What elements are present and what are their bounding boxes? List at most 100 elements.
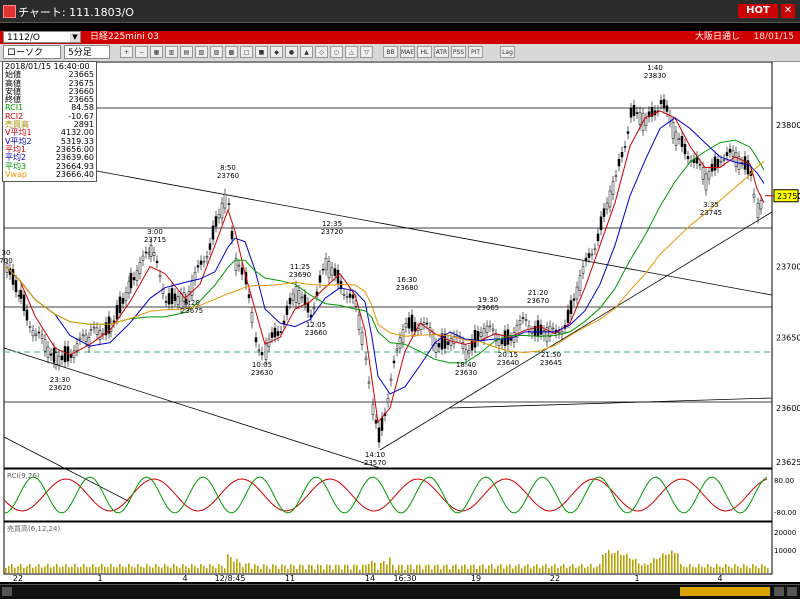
candle-body xyxy=(578,275,582,291)
candle-body xyxy=(135,270,139,281)
volume-bar xyxy=(254,564,256,573)
volume-bar xyxy=(128,564,130,573)
tool-icon[interactable]: ▤ xyxy=(180,46,193,58)
candle-body xyxy=(425,322,429,325)
price-annotation-price: 700 xyxy=(0,257,13,265)
interval-select[interactable]: 5分足 xyxy=(64,45,110,59)
volume-bar xyxy=(545,564,547,573)
volume-bar xyxy=(509,564,511,573)
volume-bar xyxy=(251,568,253,573)
volume-bar xyxy=(440,569,442,573)
tool-icon[interactable]: ▲ xyxy=(300,46,313,58)
volume-bar xyxy=(608,550,610,573)
volume-bar xyxy=(242,567,244,573)
time-axis-label: 1 xyxy=(97,574,102,582)
volume-bar xyxy=(83,564,85,573)
price-annotation-price: 23830 xyxy=(644,72,666,80)
volume-bar xyxy=(617,550,619,573)
volume-bar xyxy=(461,565,463,573)
tool-icon[interactable]: △ xyxy=(345,46,358,58)
volume-bar xyxy=(596,566,598,573)
tool-icon[interactable]: ■ xyxy=(255,46,268,58)
chart-area[interactable]: 1:40 23830 8:50 23760 3:00 23715 12:35 23720 11:… xyxy=(0,62,800,582)
zoom-in-icon[interactable]: + xyxy=(120,46,133,58)
volume-bar xyxy=(563,564,565,573)
pss-button[interactable]: PSS xyxy=(451,46,466,58)
info-row: RCI2 -10.67 xyxy=(5,112,94,121)
candle-body xyxy=(557,331,561,334)
mae-button[interactable]: MAE xyxy=(400,46,415,58)
volume-bar xyxy=(467,568,469,573)
volume-bar xyxy=(536,564,538,573)
tool-icon[interactable]: ○ xyxy=(330,46,343,58)
candle-body xyxy=(620,151,624,158)
scroll-bar[interactable] xyxy=(0,584,800,599)
volume-bar xyxy=(416,565,418,573)
info-row-value: 23660 xyxy=(68,86,94,96)
price-annotation-price: 23570 xyxy=(364,459,386,467)
volume-bar xyxy=(230,557,232,573)
volume-bar xyxy=(302,565,304,573)
price-annotation-time: 8:50 xyxy=(220,164,236,172)
volume-bar xyxy=(629,558,631,573)
ma1-line xyxy=(5,110,765,424)
candle-body xyxy=(184,298,188,304)
volume-bar xyxy=(491,564,493,573)
tool-icon[interactable]: ▨ xyxy=(210,46,223,58)
candle-body xyxy=(147,252,151,255)
window-titlebar: チャート: 111.1803/O HOT ✕ xyxy=(0,0,800,23)
pit-button[interactable]: PIT xyxy=(468,46,483,58)
lag-button[interactable]: Lag xyxy=(500,46,515,58)
candle-body xyxy=(40,334,44,339)
candle-body xyxy=(713,156,717,171)
hot-badge[interactable]: HOT xyxy=(738,4,778,18)
scroll-left-icon[interactable] xyxy=(2,587,12,596)
tool-icon[interactable]: ▽ xyxy=(360,46,373,58)
volume-bar xyxy=(104,566,106,573)
tool-icon[interactable]: ▩ xyxy=(225,46,238,58)
tool-icon[interactable]: ▦ xyxy=(150,46,163,58)
scroll-end-icon[interactable] xyxy=(787,587,797,596)
zoom-out-icon[interactable]: − xyxy=(135,46,148,58)
chart-type-select[interactable]: ローソク xyxy=(3,45,61,59)
volume-bar xyxy=(710,566,712,573)
info-panel: 2018/01/15 16:40:00 始値 23665 高値 23675 安値 2366… xyxy=(2,61,97,182)
price-axis-label: 23700 xyxy=(776,263,800,272)
volume-bar xyxy=(53,566,55,573)
symbol-dropdown-icon[interactable]: ▼ xyxy=(70,33,80,42)
tool-icon[interactable]: ▧ xyxy=(195,46,208,58)
atr-button[interactable]: ATR xyxy=(434,46,449,58)
candle-body xyxy=(719,160,723,163)
tool-icon[interactable]: ▥ xyxy=(165,46,178,58)
bb-button[interactable]: BB xyxy=(383,46,398,58)
price-annotation-time: 19:30 xyxy=(478,296,498,304)
chart-toolbar: ローソク 5分足 + − ▦ ▥ ▤ ▧ ▨ ▩ □ ■ ◆ ● ▲ ◇ ○ △… xyxy=(0,44,800,62)
volume-bar xyxy=(404,569,406,573)
candle-body xyxy=(260,352,264,356)
volume-bar xyxy=(620,554,622,573)
rci2-line xyxy=(4,476,768,514)
rci-level-label: 80.00 xyxy=(774,477,794,485)
volume-bar xyxy=(635,558,637,573)
tool-icon[interactable]: □ xyxy=(240,46,253,58)
price-annotation-time: 20:15 xyxy=(498,351,518,359)
volume-bar xyxy=(212,565,214,573)
scroll-right-icon[interactable] xyxy=(774,587,784,596)
candle-body xyxy=(449,338,453,346)
candle-body xyxy=(132,277,136,281)
symbol-input[interactable]: 1112/O xyxy=(3,31,81,43)
tool-icon[interactable]: ● xyxy=(285,46,298,58)
volume-bar xyxy=(233,561,235,573)
candle-body xyxy=(223,194,227,209)
info-row-label: 高値 xyxy=(5,78,21,88)
tool-icon[interactable]: ◆ xyxy=(270,46,283,58)
info-row-value: 23664.93 xyxy=(55,161,94,171)
volume-bar xyxy=(314,569,316,573)
candle-body xyxy=(413,322,417,332)
volume-bar xyxy=(305,569,307,573)
hl-button[interactable]: HL xyxy=(417,46,432,58)
close-button[interactable]: ✕ xyxy=(781,4,795,18)
tool-icon[interactable]: ◇ xyxy=(315,46,328,58)
scroll-thumb[interactable] xyxy=(680,587,770,596)
